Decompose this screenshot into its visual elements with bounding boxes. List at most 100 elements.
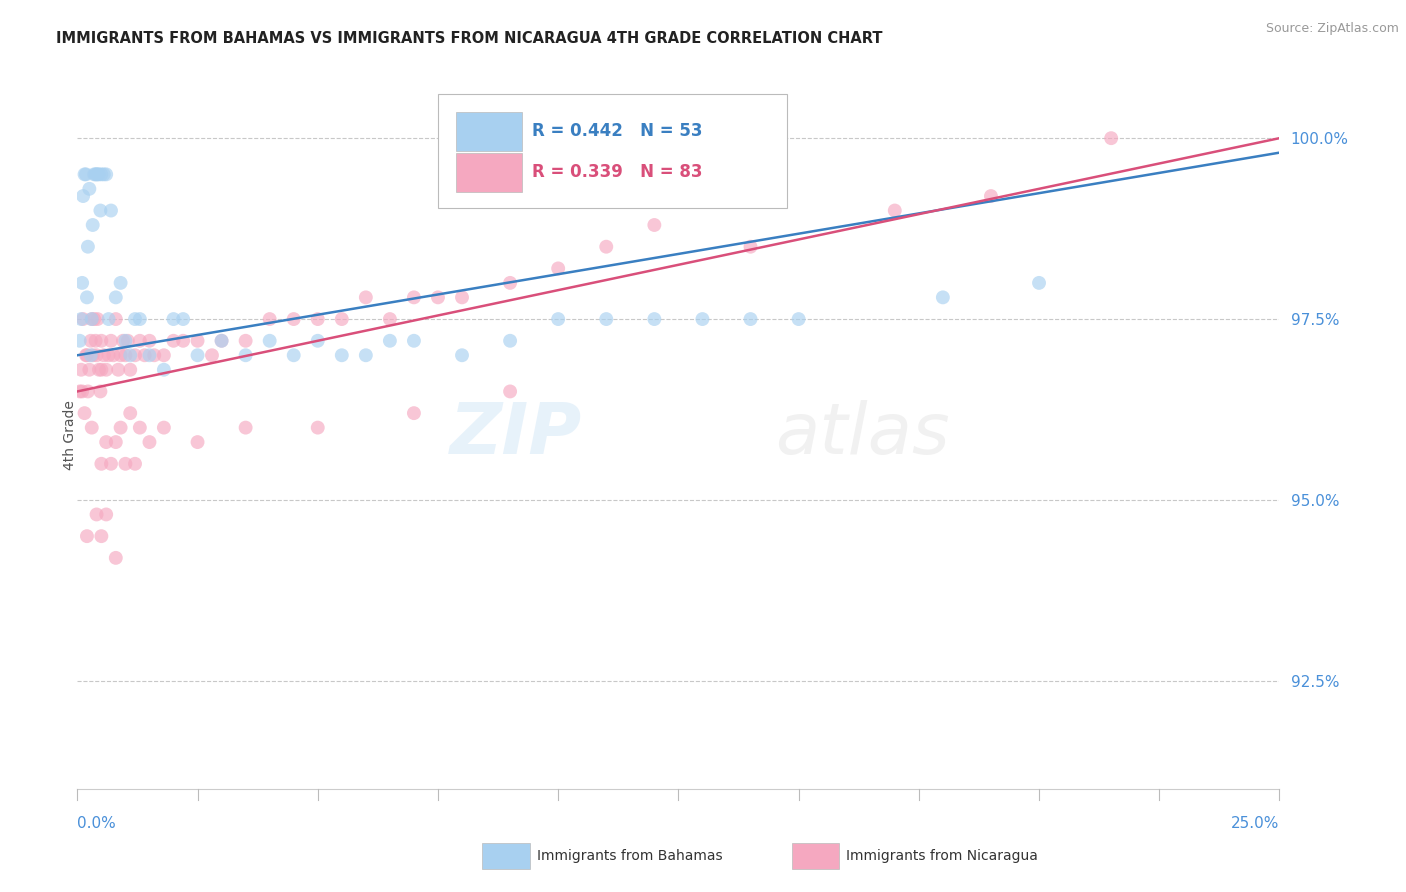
Point (79, 362, 101, 376)
Point (740, 240, 762, 254)
Point (80, 334, 103, 348)
Point (76, 290, 98, 304)
Point (90, 457, 112, 471)
Point (110, 276, 132, 290)
Point (103, 348, 125, 362)
Text: Immigrants from Bahamas: Immigrants from Bahamas (537, 849, 723, 863)
Point (86, 312, 108, 326)
Point (117, 334, 139, 348)
Point (283, 312, 305, 326)
Point (107, 362, 129, 376)
Point (402, 334, 425, 348)
Point (72, 189, 94, 203)
Point (111, 334, 134, 348)
Point (187, 348, 209, 362)
Point (643, 312, 665, 326)
Point (76, 348, 98, 362)
Point (114, 457, 136, 471)
Point (93, 167, 115, 181)
Point (84, 334, 107, 348)
Point (80, 312, 103, 326)
Point (1028, 276, 1050, 290)
Point (69, 334, 91, 348)
Point (235, 334, 257, 348)
Point (96, 508, 118, 522)
Point (120, 362, 142, 376)
Point (128, 420, 150, 434)
Point (138, 435, 160, 450)
Point (307, 312, 329, 326)
Text: IMMIGRANTS FROM BAHAMAS VS IMMIGRANTS FROM NICARAGUA 4TH GRADE CORRELATION CHART: IMMIGRANTS FROM BAHAMAS VS IMMIGRANTS FR… (56, 31, 883, 46)
Point (643, 218, 665, 232)
Point (402, 290, 425, 304)
Point (162, 334, 184, 348)
Point (73, 406, 96, 420)
Point (83, 312, 105, 326)
Point (70, 276, 93, 290)
Text: R = 0.442   N = 53: R = 0.442 N = 53 (531, 122, 702, 140)
Point (1099, 131, 1122, 145)
Point (235, 348, 257, 362)
Point (120, 348, 142, 362)
Point (89, 384, 111, 399)
Point (932, 290, 955, 304)
Point (595, 240, 617, 254)
Point (187, 334, 209, 348)
Point (79, 182, 101, 196)
Point (354, 290, 377, 304)
Point (451, 348, 474, 362)
Point (110, 420, 132, 434)
Point (97, 348, 120, 362)
Point (87, 362, 110, 376)
Point (80, 348, 103, 362)
Point (499, 276, 522, 290)
Point (86, 167, 108, 181)
Point (427, 290, 450, 304)
Point (138, 334, 160, 348)
Point (162, 312, 184, 326)
Point (124, 457, 146, 471)
Text: ZIP: ZIP (450, 401, 582, 469)
Point (104, 550, 127, 565)
Point (235, 420, 257, 434)
Text: atlas: atlas (775, 401, 949, 469)
Point (75, 348, 97, 362)
Point (134, 348, 156, 362)
Point (259, 312, 281, 326)
Text: Source: ZipAtlas.com: Source: ZipAtlas.com (1265, 22, 1399, 36)
Point (82, 348, 104, 362)
Point (77, 240, 100, 254)
Point (378, 334, 401, 348)
Point (87, 167, 110, 181)
Point (75, 167, 97, 181)
Point (97, 312, 120, 326)
Point (96, 167, 118, 181)
Point (110, 348, 132, 362)
Point (76, 529, 98, 543)
Point (124, 312, 146, 326)
Point (70, 312, 93, 326)
Point (143, 348, 166, 362)
Point (547, 261, 569, 276)
Point (307, 334, 329, 348)
Point (172, 334, 194, 348)
Point (104, 435, 127, 450)
Point (84, 167, 107, 181)
Text: Immigrants from Nicaragua: Immigrants from Nicaragua (846, 849, 1038, 863)
Point (114, 334, 136, 348)
Point (83, 167, 105, 181)
Point (128, 312, 150, 326)
Point (692, 312, 714, 326)
Point (259, 334, 281, 348)
Point (138, 348, 160, 362)
Point (86, 508, 108, 522)
Point (128, 334, 150, 348)
Point (787, 312, 810, 326)
Point (96, 362, 118, 376)
Point (595, 312, 617, 326)
Point (96, 435, 118, 450)
Point (86, 348, 108, 362)
Point (201, 348, 224, 362)
FancyBboxPatch shape (439, 95, 786, 208)
Point (451, 290, 474, 304)
